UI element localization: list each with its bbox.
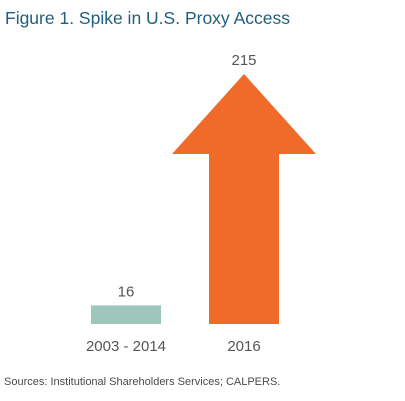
category-label-1: 2016 xyxy=(227,338,260,355)
bar-0 xyxy=(91,305,161,324)
arrow-bar-1 xyxy=(172,74,316,324)
source-note: Sources: Institutional Shareholders Serv… xyxy=(4,376,281,388)
chart-marks: 16 2003 - 2014 215 2016 xyxy=(86,52,316,355)
chart-title: Figure 1. Spike in U.S. Proxy Access xyxy=(5,8,290,28)
category-label-0: 2003 - 2014 xyxy=(86,338,166,355)
data-label-1: 215 xyxy=(231,52,256,69)
data-label-0: 16 xyxy=(118,283,135,300)
